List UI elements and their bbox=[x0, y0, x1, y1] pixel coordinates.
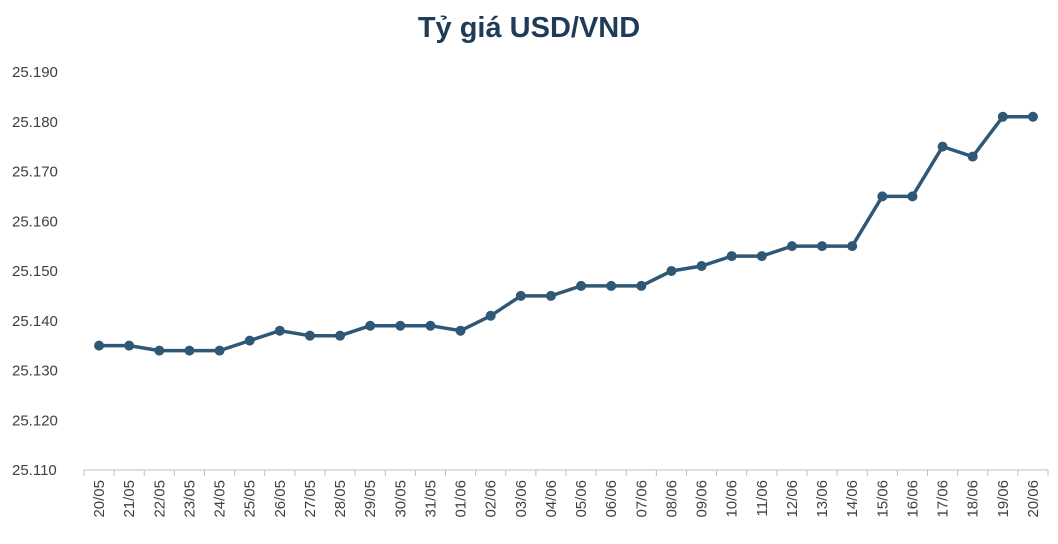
x-tick-label: 11/06 bbox=[754, 480, 771, 516]
x-tick-label: 13/06 bbox=[814, 480, 831, 518]
y-tick-label: 25.180 bbox=[12, 114, 58, 131]
x-tick-label: 20/06 bbox=[1025, 480, 1042, 518]
data-point bbox=[335, 330, 346, 341]
data-point bbox=[937, 141, 948, 152]
x-tick-label: 16/06 bbox=[904, 480, 921, 518]
x-tick-label: 04/06 bbox=[543, 480, 560, 518]
data-point bbox=[304, 330, 315, 341]
data-point bbox=[154, 345, 165, 356]
x-tick-label: 07/06 bbox=[633, 480, 650, 518]
y-tick-label: 25.160 bbox=[12, 213, 58, 230]
data-point bbox=[666, 266, 677, 276]
x-tick-label: 03/06 bbox=[513, 480, 530, 518]
data-point bbox=[365, 320, 376, 331]
x-tick-label: 18/06 bbox=[965, 480, 982, 518]
data-point bbox=[606, 280, 617, 291]
data-point bbox=[515, 290, 526, 301]
data-point bbox=[696, 261, 707, 272]
x-tick-label: 30/05 bbox=[392, 480, 409, 518]
y-tick-label: 25.130 bbox=[12, 363, 58, 380]
data-point bbox=[244, 335, 255, 346]
y-tick-label: 25.110 bbox=[12, 462, 57, 479]
x-tick-label: 23/05 bbox=[181, 480, 198, 518]
data-point bbox=[877, 191, 888, 202]
x-tick-label: 02/06 bbox=[483, 480, 500, 518]
x-tick-label: 20/05 bbox=[91, 480, 108, 518]
data-point bbox=[184, 345, 195, 356]
data-point bbox=[545, 290, 556, 301]
x-tick-label: 21/05 bbox=[121, 480, 138, 518]
x-tick-label: 08/06 bbox=[663, 480, 680, 518]
x-tick-label: 28/05 bbox=[332, 480, 349, 518]
data-point bbox=[455, 325, 466, 336]
x-tick-label: 25/05 bbox=[242, 480, 259, 518]
x-tick-label: 15/06 bbox=[874, 480, 891, 518]
x-tick-label: 24/05 bbox=[212, 480, 229, 518]
series-line bbox=[97, 115, 1035, 353]
data-point bbox=[967, 151, 978, 162]
data-point bbox=[636, 280, 647, 291]
data-point bbox=[1027, 111, 1038, 122]
x-tick-label: 12/06 bbox=[784, 480, 801, 518]
x-tick-label: 05/06 bbox=[573, 480, 590, 518]
x-tick-label: 17/06 bbox=[935, 480, 952, 518]
data-point bbox=[485, 310, 496, 321]
data-point bbox=[395, 320, 406, 331]
data-point bbox=[274, 325, 285, 336]
y-tick-label: 25.170 bbox=[12, 164, 58, 181]
x-tick-label: 31/05 bbox=[422, 480, 439, 518]
data-point bbox=[907, 191, 918, 202]
chart-title: Tỷ giá USD/VND bbox=[417, 12, 641, 44]
x-tick-label: 29/05 bbox=[362, 480, 379, 518]
data-point bbox=[817, 241, 828, 252]
data-point bbox=[726, 251, 737, 262]
x-tick-label: 19/06 bbox=[995, 480, 1012, 518]
x-tick-label: 06/06 bbox=[603, 480, 620, 518]
data-point bbox=[756, 251, 767, 262]
data-point bbox=[425, 320, 436, 331]
x-tick-label: 10/06 bbox=[724, 480, 741, 518]
data-point bbox=[847, 241, 858, 252]
data-point bbox=[997, 111, 1008, 122]
x-tick-label: 09/06 bbox=[694, 480, 711, 518]
y-tick-label: 25.140 bbox=[12, 313, 58, 330]
data-point bbox=[124, 340, 135, 351]
x-tick-label: 22/05 bbox=[151, 480, 168, 518]
data-point bbox=[786, 241, 797, 252]
y-tick-label: 25.120 bbox=[12, 412, 58, 429]
y-tick-label: 25.150 bbox=[12, 263, 58, 280]
data-point bbox=[214, 345, 225, 356]
data-point bbox=[576, 280, 587, 291]
y-tick-label: 25.190 bbox=[12, 64, 58, 81]
x-tick-label: 14/06 bbox=[844, 480, 861, 518]
x-tick-label: 27/05 bbox=[302, 480, 319, 518]
x-tick-label: 01/06 bbox=[453, 480, 470, 518]
data-point bbox=[94, 340, 105, 351]
x-tick-label: 26/05 bbox=[272, 480, 289, 518]
